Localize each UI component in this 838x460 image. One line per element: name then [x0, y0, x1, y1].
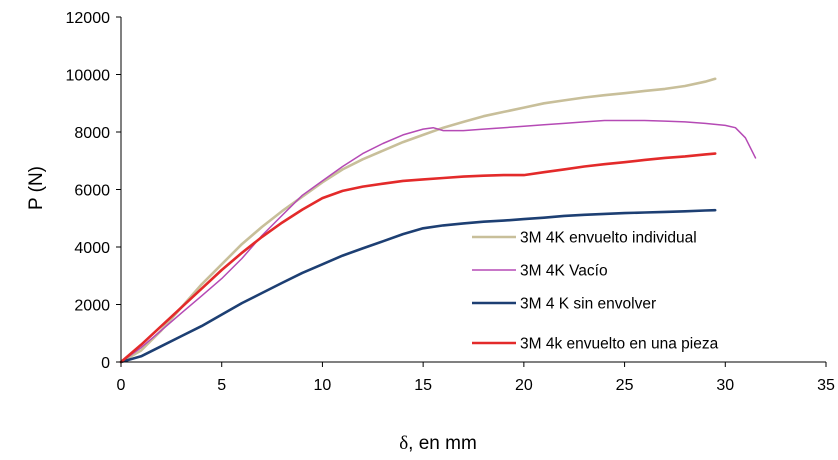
y-tick-label: 12000 [66, 10, 111, 27]
legend-item: 3M 4K envuelto individual [472, 230, 697, 247]
y-axis-ticks: 0 2000 4000 6000 8000 10000 12000 [66, 10, 121, 372]
x-tick-label: 35 [817, 377, 835, 394]
y-tick-label: 0 [101, 355, 110, 372]
series-layer [119, 77, 757, 364]
x-axis-title: δ, en mm [399, 433, 477, 454]
legend-label: 3M 4K envuelto individual [520, 230, 697, 247]
y-tick-label: 8000 [74, 125, 110, 142]
x-tick-label: 20 [515, 377, 533, 394]
legend-label: 3M 4 K sin envolver [520, 296, 656, 313]
x-tick-label: 25 [616, 377, 634, 394]
x-axis-title-text: , en mm [408, 433, 477, 454]
x-tick-label: 0 [117, 377, 126, 394]
legend-item: 3M 4K Vacío [472, 263, 608, 280]
x-axis-title-symbol: δ [399, 433, 408, 454]
legend-label: 3M 4k envuelto en una pieza [520, 336, 719, 353]
plot-area: 0 2000 4000 6000 8000 10000 12000 0 5 10 15 20 25 30… [66, 10, 836, 394]
legend-label: 3M 4K Vacío [520, 263, 608, 280]
series-line-1 [119, 77, 717, 364]
y-tick-label: 6000 [74, 183, 110, 200]
x-tick-label: 15 [414, 377, 432, 394]
series-line-2 [120, 119, 757, 363]
legend-item: 3M 4k envuelto en una pieza [472, 336, 719, 353]
y-tick-label: 4000 [74, 240, 110, 257]
x-tick-label: 5 [217, 377, 226, 394]
x-axis-ticks: 0 5 10 15 20 25 30 35 [117, 362, 835, 394]
y-axis-title: P (N) [26, 166, 47, 210]
y-tick-label: 10000 [66, 68, 111, 85]
legend: 3M 4K envuelto individual 3M 4K Vacío 3M 4… [472, 230, 719, 353]
y-tick-label: 2000 [74, 298, 110, 315]
series-line-4 [119, 152, 717, 364]
x-tick-label: 30 [716, 377, 734, 394]
x-tick-label: 10 [314, 377, 332, 394]
series-line-3 [119, 208, 717, 364]
legend-item: 3M 4 K sin envolver [472, 296, 656, 313]
